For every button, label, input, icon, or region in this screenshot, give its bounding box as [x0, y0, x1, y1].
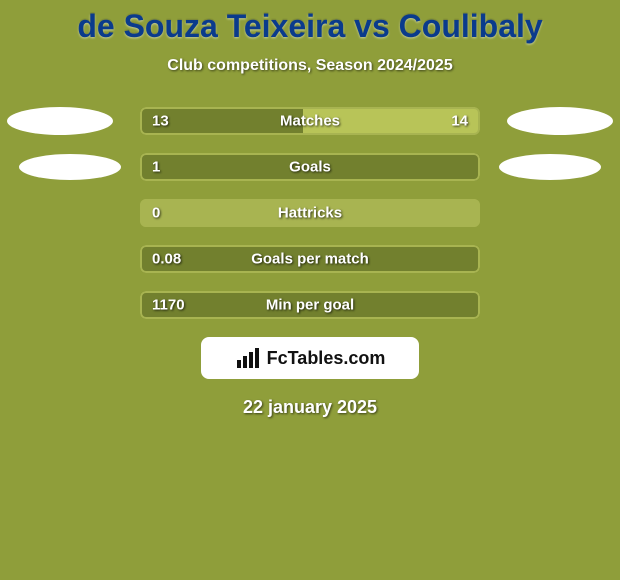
stat-label: Goals [289, 159, 331, 176]
stat-label: Matches [280, 113, 340, 130]
player1-marker-ellipse [7, 107, 113, 135]
stat-bar: 0.08 Goals per match [140, 245, 480, 273]
subtitle: Club competitions, Season 2024/2025 [0, 57, 620, 75]
stat-value-right: 14 [451, 113, 468, 130]
date-label: 22 january 2025 [0, 397, 620, 418]
chart-icon [235, 346, 261, 370]
stat-bar: 1170 Min per goal [140, 291, 480, 319]
stat-row: 1170 Min per goal [0, 291, 620, 319]
stat-bar: 13 Matches 14 [140, 107, 480, 135]
stat-row: 0.08 Goals per match [0, 245, 620, 273]
stat-value-left: 1 [152, 159, 160, 176]
stat-label: Hattricks [278, 205, 342, 222]
stat-row: 13 Matches 14 [0, 107, 620, 135]
stat-row: 1 Goals [0, 153, 620, 181]
stat-value-left: 0.08 [152, 251, 181, 268]
brand-text: FcTables.com [267, 348, 386, 369]
stat-label: Min per goal [266, 297, 354, 314]
page-title: de Souza Teixeira vs Coulibaly [0, 0, 620, 45]
player2-marker-ellipse [499, 154, 601, 180]
stats-block: 13 Matches 14 1 Goals [0, 107, 620, 319]
player2-marker-ellipse [507, 107, 613, 135]
player1-marker-ellipse [19, 154, 121, 180]
comparison-infographic: de Souza Teixeira vs Coulibaly Club comp… [0, 0, 620, 580]
stat-bar: 1 Goals [140, 153, 480, 181]
stat-label: Goals per match [251, 251, 369, 268]
stat-value-left: 0 [152, 205, 160, 222]
brand-box: FcTables.com [201, 337, 419, 379]
stat-bar: 0 Hattricks [140, 199, 480, 227]
stat-value-left: 13 [152, 113, 169, 130]
stat-value-left: 1170 [152, 297, 185, 314]
stat-row: 0 Hattricks [0, 199, 620, 227]
